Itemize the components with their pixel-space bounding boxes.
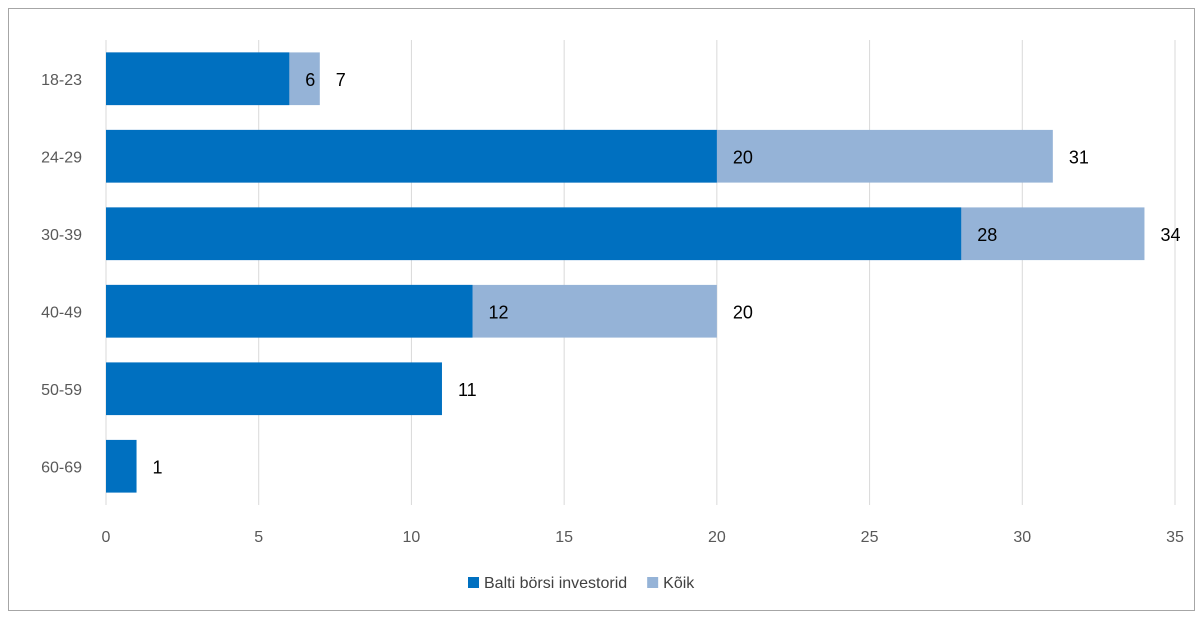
x-tick-0: 0 (102, 529, 111, 546)
category-label: 18-23 (41, 72, 82, 89)
x-tick-30: 30 (1013, 529, 1031, 546)
data-label-balti-24-29: 20 (733, 147, 753, 167)
bar-balti-40-49 (106, 284, 473, 338)
x-tick-5: 5 (254, 529, 263, 546)
category-label: 24-29 (41, 149, 82, 166)
category-label: 60-69 (41, 459, 82, 476)
legend: Balti börsi investorid Kõik (468, 575, 695, 592)
bar-balti-50-59 (106, 362, 442, 416)
legend-swatch-1 (647, 577, 659, 588)
data-label-balti-40-49: 12 (489, 302, 509, 322)
bars (106, 52, 1145, 493)
x-tick-15: 15 (555, 529, 573, 546)
data-label-balti-18-23: 6 (305, 70, 315, 90)
x-tick-25: 25 (861, 529, 879, 546)
category-label: 30-39 (41, 227, 82, 244)
category-label: 50-59 (41, 382, 82, 399)
legend-label-0: Balti börsi investorid (484, 575, 627, 592)
bar-balti-24-29 (106, 129, 717, 183)
x-tick-20: 20 (708, 529, 726, 546)
legend-swatch-0 (468, 577, 479, 588)
data-label-koik-30-39: 34 (1160, 225, 1180, 245)
data-label-balti-30-39: 28 (977, 225, 997, 245)
legend-label-1: Kõik (663, 575, 695, 592)
x-tick-10: 10 (403, 529, 421, 546)
data-label-koik-40-49: 20 (733, 302, 753, 322)
x-tick-35: 35 (1166, 529, 1184, 546)
x-tick-labels: 0 5 10 15 20 25 30 35 (102, 529, 1184, 546)
bar-balti-60-69 (106, 439, 137, 493)
data-label-koik-24-29: 31 (1069, 147, 1089, 167)
data-label-balti-60-69: 1 (153, 457, 163, 477)
category-label: 40-49 (41, 304, 82, 321)
bar-balti-30-39 (106, 207, 962, 261)
bar-balti-18-23 (106, 52, 290, 106)
grid-lines (105, 40, 1176, 505)
data-label-koik-18-23: 7 (336, 70, 346, 90)
data-label-balti-50-59: 11 (458, 380, 477, 400)
category-labels: 18-23 24-29 30-39 40-49 50-59 60-69 (41, 72, 82, 477)
